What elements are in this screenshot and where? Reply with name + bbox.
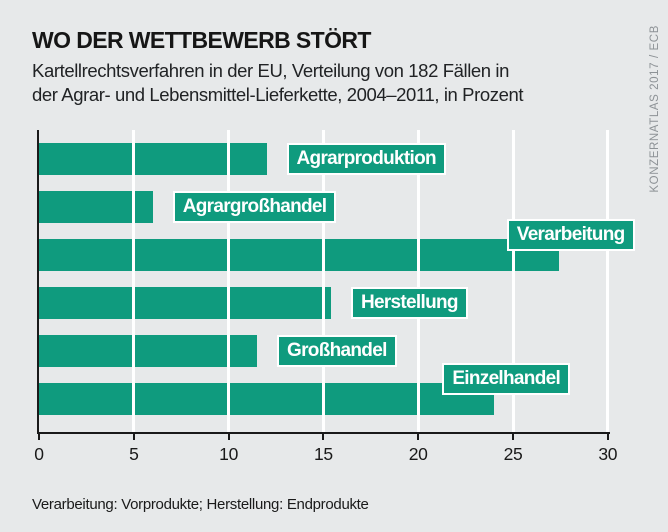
gridline-10 — [227, 130, 231, 432]
page-title: WO DER WETTBEWERB STÖRT — [32, 27, 371, 53]
bar-label-verarbeitung: Verarbeitung — [506, 219, 635, 251]
x-axis-line — [36, 431, 610, 434]
bar-verarbeitung — [39, 239, 559, 271]
x-tick-label-10: 10 — [219, 444, 239, 464]
bar-herstellung — [39, 287, 331, 319]
gridline-5 — [132, 130, 136, 432]
bar-agrargro-handel — [39, 191, 153, 223]
x-tick-15 — [322, 433, 325, 440]
x-tick-label-5: 5 — [129, 444, 139, 464]
x-tick-0 — [38, 433, 40, 440]
gridline-15 — [321, 130, 325, 432]
bar-label-gro-handel: Großhandel — [277, 335, 397, 367]
y-axis-line — [36, 130, 39, 434]
gridline-20 — [416, 130, 420, 432]
x-tick-10 — [227, 433, 230, 440]
x-tick-25 — [512, 433, 514, 440]
gridline-25 — [511, 130, 515, 432]
x-tick-label-25: 25 — [503, 444, 523, 464]
bar-label-agrarproduktion: Agrarproduktion — [286, 143, 446, 175]
x-tick-5 — [132, 433, 135, 440]
bar-chart: 0 5 10 15 20 25 30 Agrarproduktion Agrargroßhand… — [0, 130, 668, 464]
chart-subtitle: Kartellrechtsverfahren in der EU, Vertei… — [32, 59, 524, 106]
bar-label-einzelhandel: Einzelhandel — [442, 363, 571, 395]
bar-gro-handel — [39, 335, 258, 367]
bar-einzelhandel — [39, 383, 495, 415]
gridline-30 — [606, 130, 610, 432]
subtitle-line-2: der Agrar- und Lebensmittel-Lieferkette,… — [32, 83, 524, 105]
x-tick-label-0: 0 — [34, 444, 44, 464]
x-tick-label-20: 20 — [408, 444, 428, 464]
x-tick-30 — [606, 433, 609, 440]
x-tick-20 — [417, 433, 420, 440]
x-tick-label-15: 15 — [313, 444, 333, 464]
bar-label-agrargro-handel: Agrargroßhandel — [172, 191, 337, 223]
subtitle-line-1: Kartellrechtsverfahren in der EU, Vertei… — [32, 60, 510, 81]
bar-label-herstellung: Herstellung — [350, 287, 468, 319]
footnote: Verarbeitung: Vorprodukte; Herstellung: … — [32, 496, 369, 513]
bar-agrarproduktion — [39, 143, 267, 175]
x-tick-label-30: 30 — [598, 444, 618, 464]
